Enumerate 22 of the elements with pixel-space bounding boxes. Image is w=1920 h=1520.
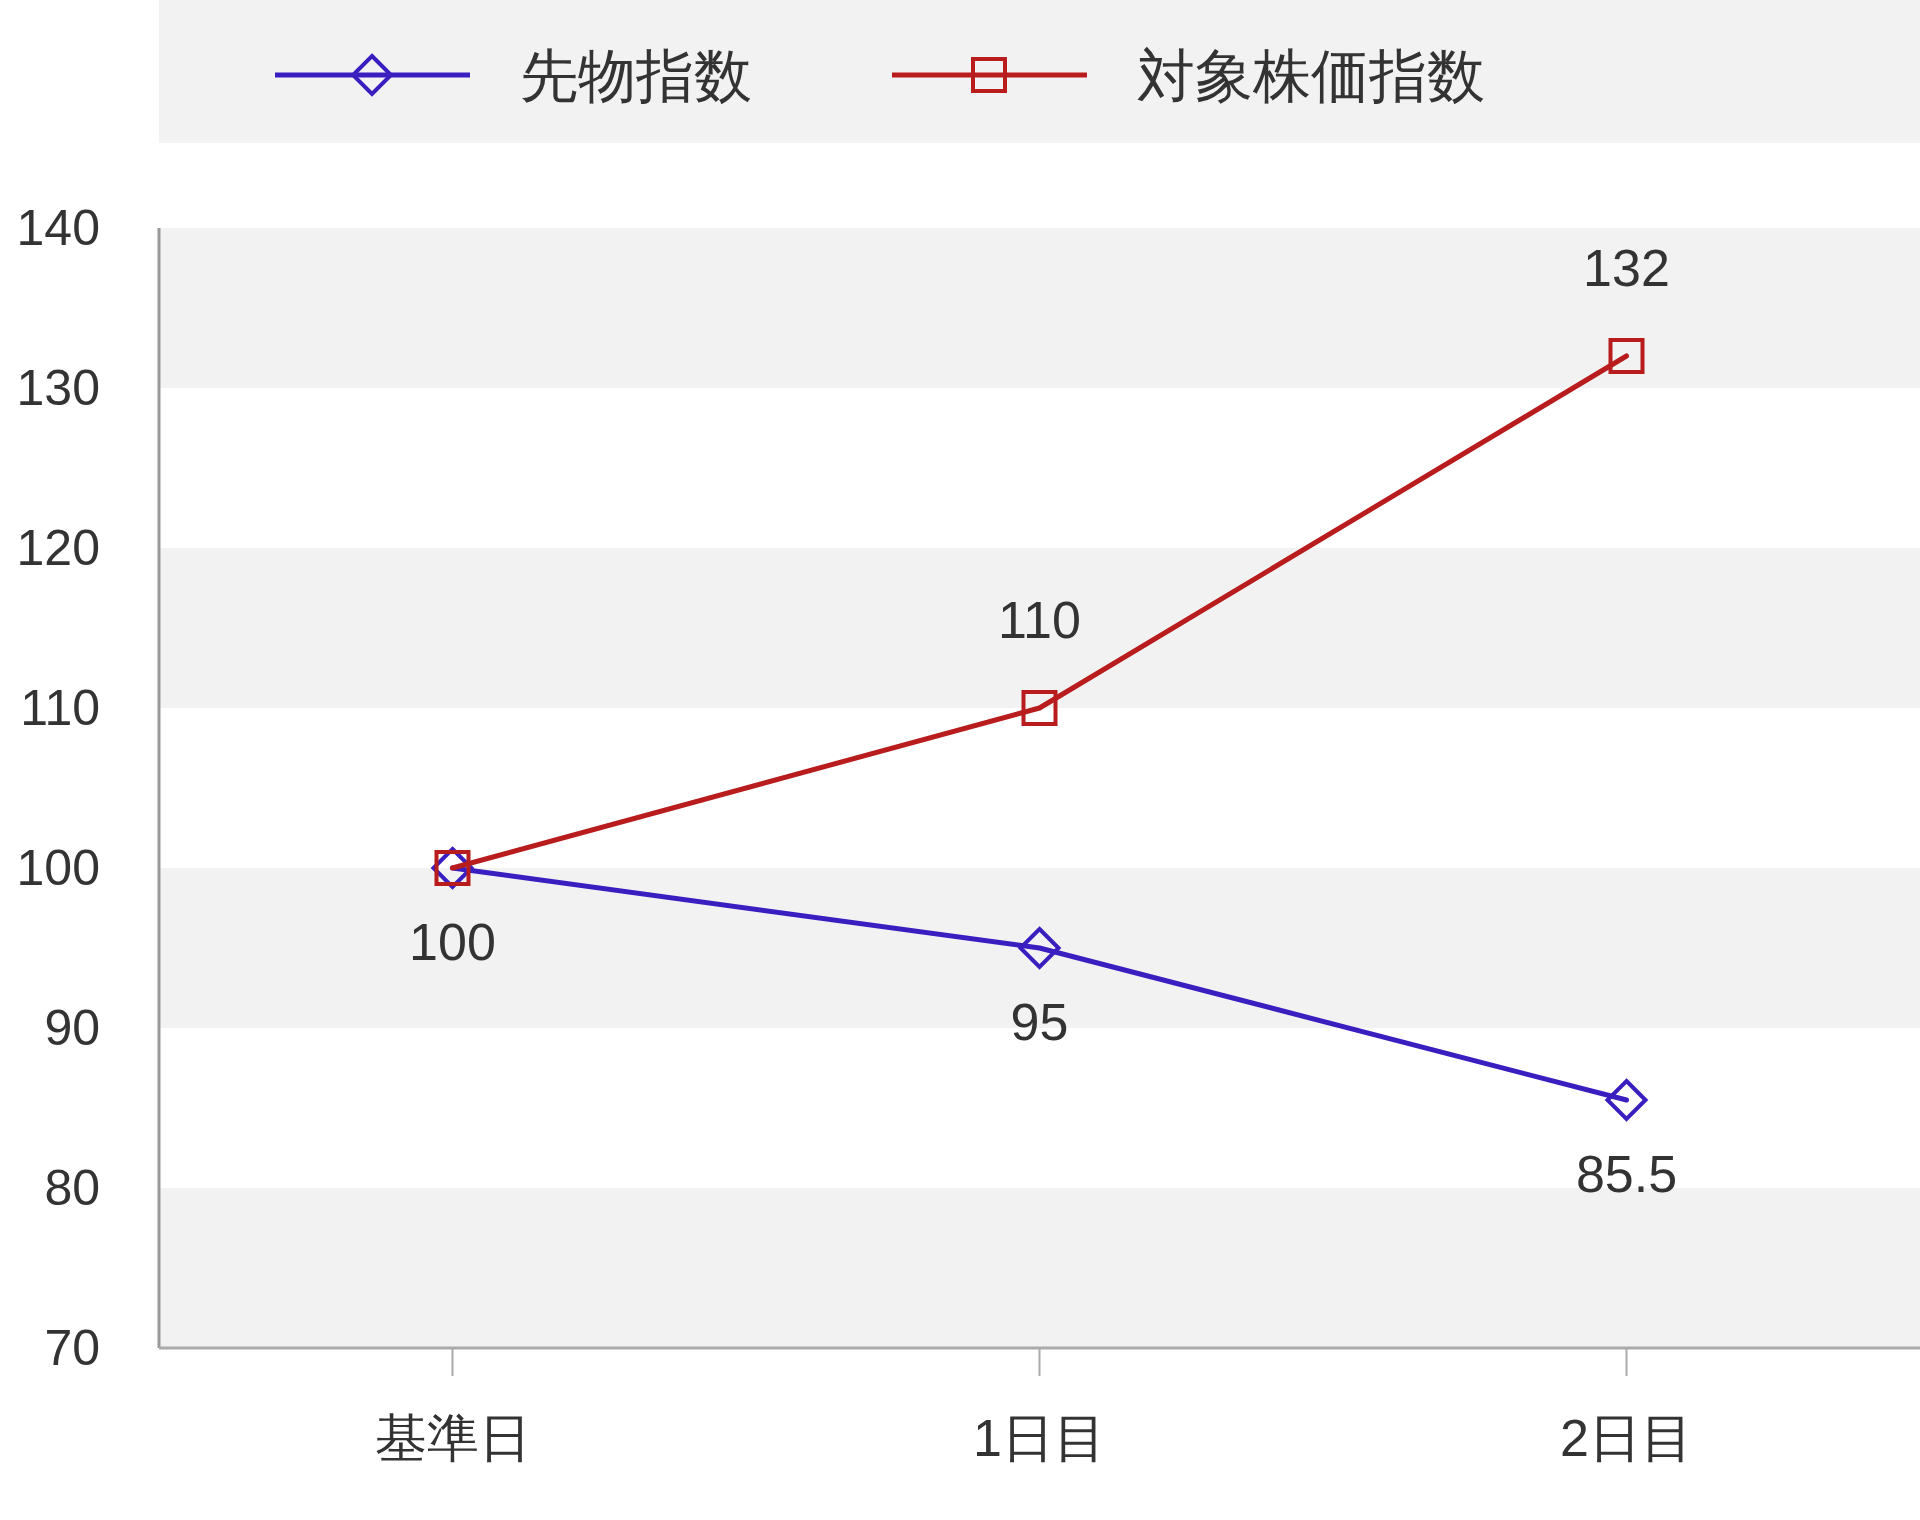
y-tick-label: 80: [44, 1160, 100, 1216]
y-tick-label: 140: [16, 200, 100, 256]
y-tick-label: 100: [16, 840, 100, 896]
legend-label: 対象株価指数: [1137, 42, 1485, 108]
x-tick-label: 2日目: [1560, 1409, 1693, 1467]
data-label: 110: [998, 591, 1081, 649]
point: [1608, 338, 1645, 374]
data-label: 132: [1583, 239, 1670, 297]
point: [1021, 690, 1058, 726]
point: [1605, 1079, 1648, 1121]
y-tick-label: 110: [20, 680, 100, 736]
x-tick-label: 基準日: [374, 1409, 531, 1467]
y-tick-label: 70: [44, 1320, 100, 1376]
data-label: 100: [409, 913, 496, 971]
legend-label: 先物指数: [520, 42, 752, 108]
data-label: 95: [1010, 993, 1069, 1051]
y-tick-label: 130: [16, 360, 100, 416]
point: [1018, 927, 1061, 969]
x-tick-label: 1日目: [973, 1409, 1106, 1467]
y-tick-label: 90: [44, 1000, 100, 1056]
data-label: 85.5: [1575, 1145, 1678, 1203]
y-tick-label: 120: [16, 520, 100, 576]
